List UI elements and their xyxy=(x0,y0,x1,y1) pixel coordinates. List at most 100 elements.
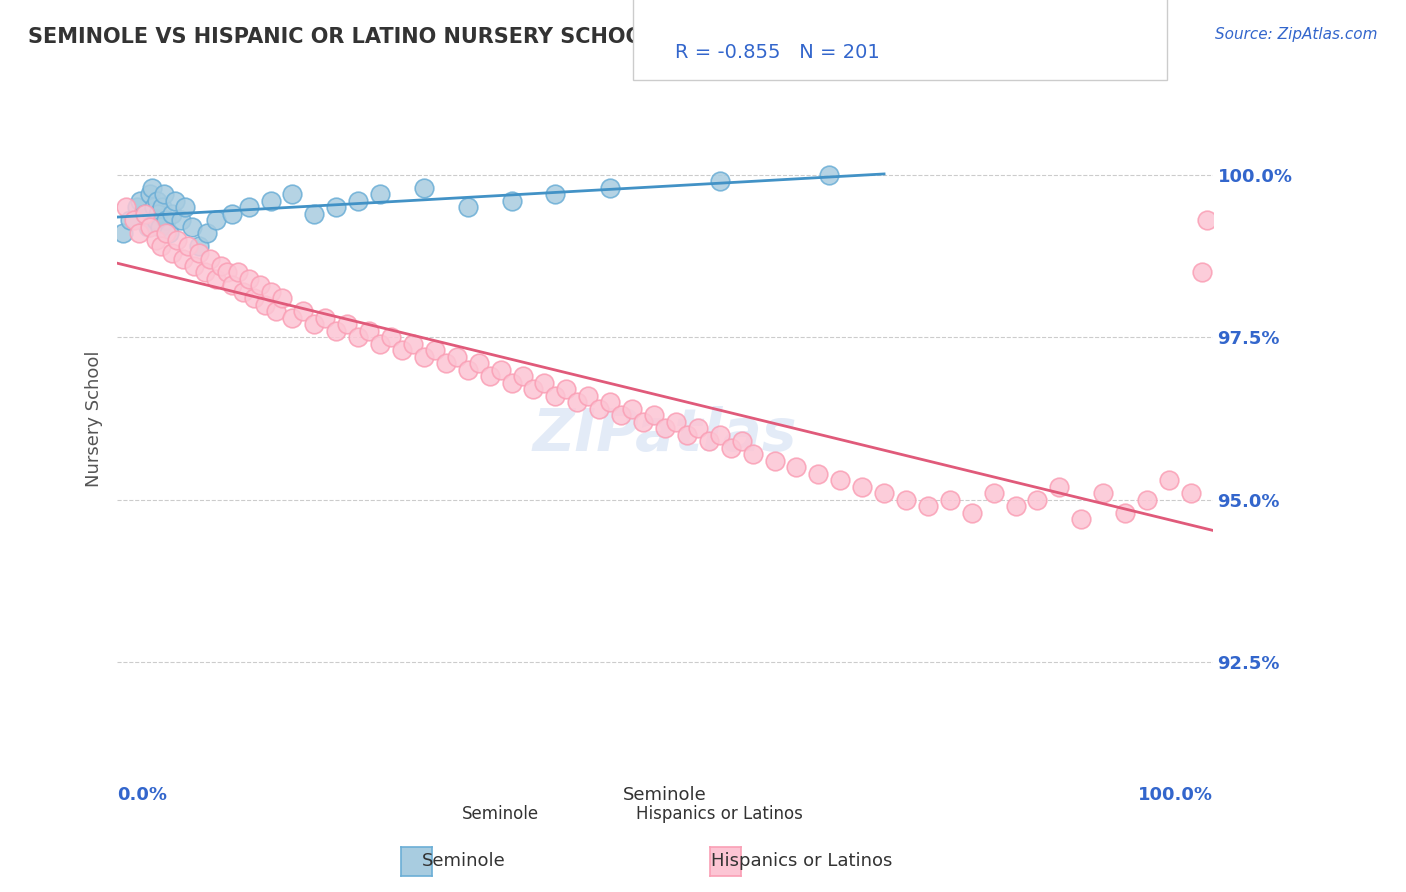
Point xyxy=(368,336,391,351)
Point xyxy=(188,245,211,260)
Point xyxy=(157,227,180,241)
Point xyxy=(172,252,194,267)
Point xyxy=(894,492,917,507)
Point xyxy=(128,227,150,241)
Point xyxy=(325,324,347,338)
Point xyxy=(254,298,277,312)
Point xyxy=(209,259,232,273)
Text: Hispanics or Latinos: Hispanics or Latinos xyxy=(637,805,803,823)
Point xyxy=(145,233,167,247)
Point xyxy=(1047,480,1070,494)
Point xyxy=(111,227,134,241)
Text: Seminole: Seminole xyxy=(463,805,538,823)
Point xyxy=(807,467,830,481)
Point xyxy=(165,194,187,208)
Point xyxy=(610,409,633,423)
Text: R = -0.855   N = 201: R = -0.855 N = 201 xyxy=(675,44,880,62)
Point xyxy=(150,201,173,215)
Point xyxy=(259,285,281,299)
Point xyxy=(720,441,742,455)
Point xyxy=(730,434,752,449)
Point xyxy=(194,265,217,279)
Point xyxy=(939,492,962,507)
Point xyxy=(215,265,238,279)
Point xyxy=(336,318,359,332)
Point xyxy=(347,330,370,344)
Point xyxy=(221,278,243,293)
Point xyxy=(423,343,446,358)
Point xyxy=(501,376,523,390)
Point xyxy=(226,265,249,279)
Point xyxy=(1136,492,1159,507)
Point xyxy=(304,318,326,332)
Point xyxy=(785,460,807,475)
Point xyxy=(709,427,731,442)
Point xyxy=(145,194,167,208)
Point xyxy=(522,382,544,396)
Point xyxy=(544,187,567,202)
Point xyxy=(155,213,177,227)
Point xyxy=(873,486,896,500)
Point xyxy=(145,213,167,227)
Point xyxy=(134,207,156,221)
Point xyxy=(141,181,163,195)
Point xyxy=(512,369,534,384)
Point xyxy=(709,174,731,188)
Point xyxy=(183,259,205,273)
Point xyxy=(1004,500,1026,514)
Point xyxy=(1114,506,1136,520)
Point xyxy=(555,382,578,396)
Point xyxy=(139,219,162,234)
Point xyxy=(631,415,654,429)
Point xyxy=(347,194,370,208)
Point xyxy=(204,272,226,286)
Point xyxy=(281,187,304,202)
Text: 0.0%: 0.0% xyxy=(117,786,167,804)
Point xyxy=(413,350,436,364)
Point xyxy=(818,168,841,182)
Text: SEMINOLE VS HISPANIC OR LATINO NURSERY SCHOOL CORRELATION CHART: SEMINOLE VS HISPANIC OR LATINO NURSERY S… xyxy=(28,27,912,46)
Point xyxy=(368,187,391,202)
Text: Hispanics or Latinos: Hispanics or Latinos xyxy=(710,852,893,870)
Point xyxy=(136,219,159,234)
Y-axis label: Nursery School: Nursery School xyxy=(86,351,103,487)
Point xyxy=(281,310,304,325)
Point xyxy=(122,213,145,227)
Point xyxy=(259,194,281,208)
Point xyxy=(686,421,709,435)
Point xyxy=(567,395,589,409)
Point xyxy=(654,421,676,435)
Point xyxy=(380,330,402,344)
Point xyxy=(697,434,720,449)
Point xyxy=(160,207,183,221)
Point xyxy=(325,201,347,215)
Point xyxy=(1092,486,1115,500)
Point xyxy=(155,227,177,241)
Point xyxy=(238,272,260,286)
Point xyxy=(413,181,436,195)
Point xyxy=(741,447,763,461)
Point xyxy=(314,310,336,325)
Point xyxy=(146,207,169,221)
Point xyxy=(1191,265,1213,279)
Point xyxy=(143,201,166,215)
Point xyxy=(501,194,523,208)
Text: Seminole: Seminole xyxy=(422,852,506,870)
Point xyxy=(1070,512,1092,526)
Point xyxy=(599,395,621,409)
Point xyxy=(851,480,873,494)
Point xyxy=(120,213,142,227)
Point xyxy=(292,304,315,318)
Point xyxy=(489,363,512,377)
Point xyxy=(125,201,148,215)
Point xyxy=(270,291,292,305)
Point xyxy=(170,213,193,227)
Point xyxy=(1180,486,1202,500)
Point xyxy=(434,356,457,370)
Text: ZIPatlas: ZIPatlas xyxy=(533,407,797,463)
Point xyxy=(359,324,381,338)
Point xyxy=(457,201,479,215)
Text: Source: ZipAtlas.com: Source: ZipAtlas.com xyxy=(1215,27,1378,42)
Point xyxy=(830,473,852,487)
Point xyxy=(304,207,326,221)
